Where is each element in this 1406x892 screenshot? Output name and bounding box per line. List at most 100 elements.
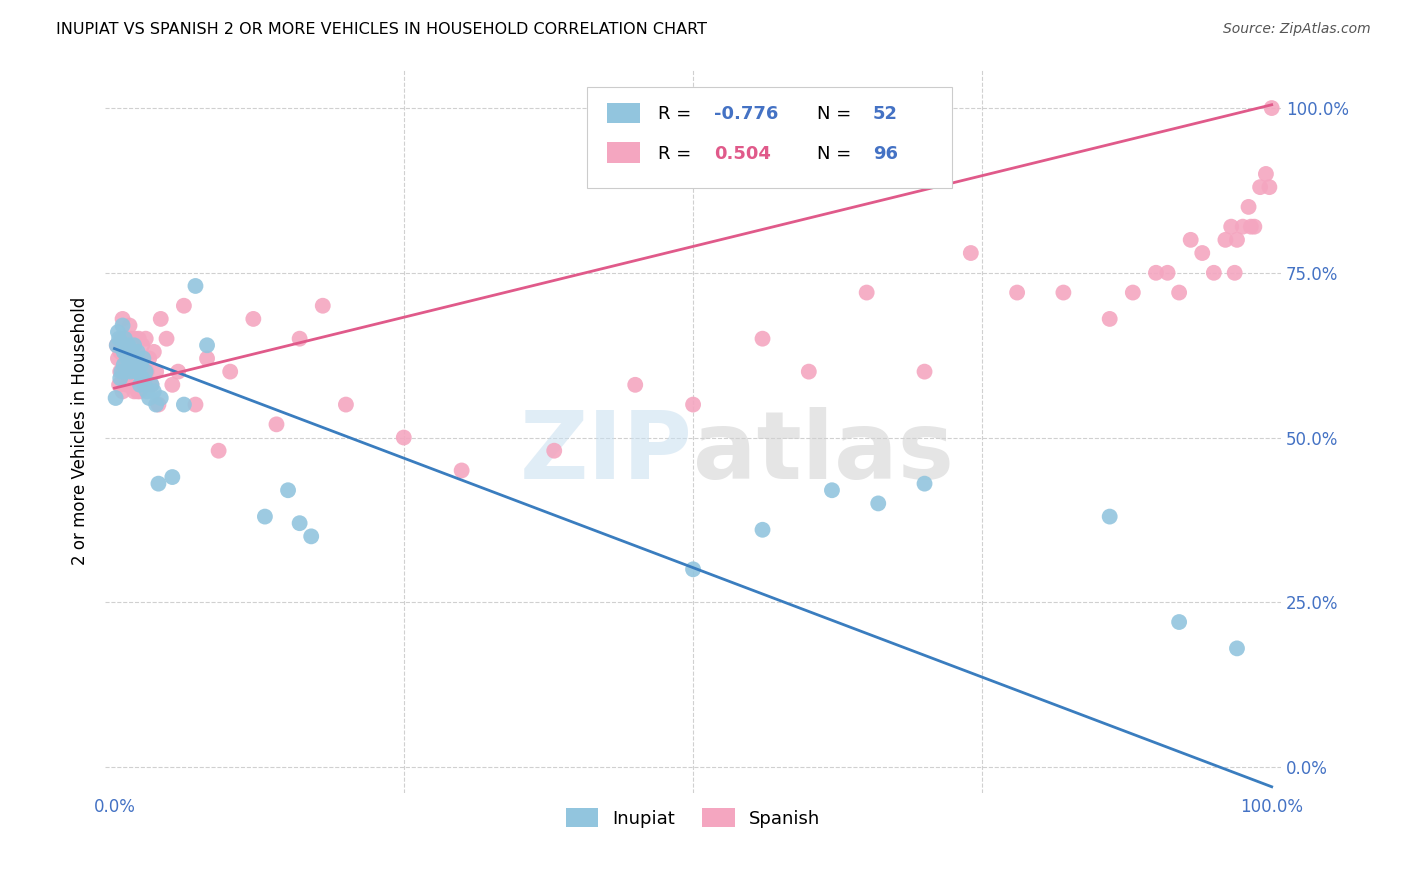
Point — [751, 332, 773, 346]
Point — [1223, 266, 1246, 280]
Point — [114, 332, 136, 346]
Point — [122, 344, 145, 359]
Point — [110, 371, 132, 385]
Point — [128, 365, 150, 379]
Point — [173, 398, 195, 412]
Point — [142, 344, 165, 359]
Point — [112, 358, 135, 372]
Point — [121, 351, 143, 366]
Point — [121, 358, 143, 372]
Point — [111, 312, 134, 326]
Legend: Inupiat, Spanish: Inupiat, Spanish — [558, 801, 828, 835]
Point — [1144, 266, 1167, 280]
FancyBboxPatch shape — [607, 143, 640, 162]
Point — [242, 312, 264, 326]
Point — [125, 351, 148, 366]
Point — [682, 562, 704, 576]
Point — [129, 377, 152, 392]
Point — [129, 377, 152, 392]
Text: ZIP: ZIP — [520, 407, 693, 499]
Text: INUPIAT VS SPANISH 2 OR MORE VEHICLES IN HOUSEHOLD CORRELATION CHART: INUPIAT VS SPANISH 2 OR MORE VEHICLES IN… — [56, 22, 707, 37]
Point — [110, 332, 132, 346]
Point — [173, 299, 195, 313]
Point — [682, 398, 704, 412]
Point — [120, 365, 142, 379]
Point — [184, 279, 207, 293]
Point — [149, 312, 172, 326]
Text: 96: 96 — [873, 145, 898, 163]
Point — [1005, 285, 1028, 300]
Point — [118, 318, 141, 333]
Point — [112, 344, 135, 359]
Text: 52: 52 — [873, 105, 898, 123]
Point — [135, 384, 157, 399]
Point — [195, 338, 218, 352]
Point — [132, 351, 155, 366]
Point — [1226, 641, 1249, 656]
Point — [751, 523, 773, 537]
Point — [105, 338, 128, 352]
Text: atlas: atlas — [693, 407, 955, 499]
Point — [124, 332, 146, 346]
Point — [162, 470, 184, 484]
Point — [624, 377, 647, 392]
Point — [129, 351, 152, 366]
Text: -0.776: -0.776 — [714, 105, 779, 123]
Point — [1052, 285, 1074, 300]
Point — [1220, 219, 1243, 234]
Point — [124, 351, 146, 366]
Point — [131, 371, 153, 385]
Point — [108, 377, 131, 392]
Point — [914, 476, 936, 491]
Point — [124, 358, 146, 372]
Point — [115, 365, 138, 379]
Text: N =: N = — [817, 105, 856, 123]
Point — [1260, 101, 1282, 115]
Text: R =: R = — [658, 105, 697, 123]
Point — [797, 365, 820, 379]
Point — [127, 384, 149, 399]
Point — [135, 332, 157, 346]
Point — [288, 332, 311, 346]
Point — [107, 351, 129, 366]
Point — [112, 344, 135, 359]
Point — [266, 417, 288, 432]
Point — [1215, 233, 1237, 247]
FancyBboxPatch shape — [607, 103, 640, 123]
Point — [162, 377, 184, 392]
Point — [821, 483, 844, 498]
Point — [914, 365, 936, 379]
Point — [1168, 285, 1191, 300]
Point — [135, 365, 157, 379]
Point — [115, 351, 138, 366]
Text: R =: R = — [658, 145, 697, 163]
Point — [1098, 312, 1121, 326]
Point — [108, 332, 131, 346]
Point — [115, 344, 138, 359]
Point — [118, 351, 141, 366]
Point — [1243, 219, 1265, 234]
Point — [134, 377, 156, 392]
Point — [1180, 233, 1202, 247]
Point — [115, 377, 138, 392]
Point — [868, 496, 890, 510]
Point — [855, 285, 877, 300]
Point — [1098, 509, 1121, 524]
Point — [335, 398, 357, 412]
Point — [1202, 266, 1225, 280]
Point — [128, 365, 150, 379]
Point — [312, 299, 335, 313]
Point — [127, 365, 149, 379]
Point — [107, 325, 129, 339]
Point — [1240, 219, 1263, 234]
Point — [155, 332, 177, 346]
Point — [122, 384, 145, 399]
Point — [207, 443, 229, 458]
Text: N =: N = — [817, 145, 856, 163]
Point — [110, 344, 132, 359]
Point — [1254, 167, 1277, 181]
Point — [132, 351, 155, 366]
Point — [299, 529, 322, 543]
Point — [129, 358, 152, 372]
Point — [117, 365, 139, 379]
